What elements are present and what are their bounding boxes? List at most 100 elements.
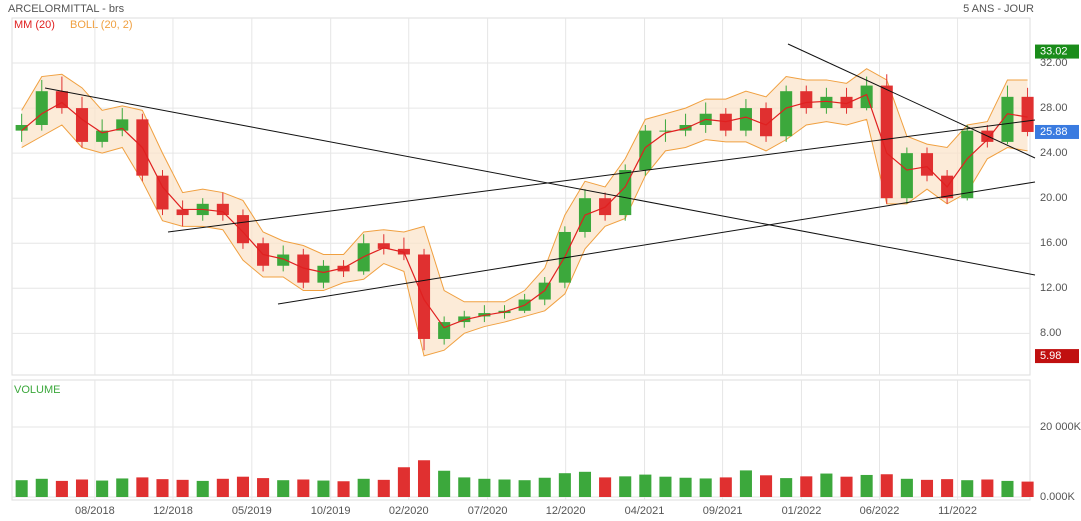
- volume-bar: [820, 473, 833, 497]
- candle-body: [920, 153, 934, 176]
- moving-average: [21, 93, 1028, 329]
- price-marker: [1035, 44, 1079, 59]
- x-tick-label: 12/2018: [153, 505, 193, 517]
- candle-body: [1021, 96, 1034, 132]
- volume-bar: [417, 460, 431, 497]
- trend-line: [44, 87, 1036, 276]
- candle-body: [1001, 96, 1014, 142]
- candle-body: [317, 265, 330, 283]
- x-tick-label: 07/2020: [468, 505, 508, 517]
- volume-bar: [800, 476, 813, 497]
- candle-body: [780, 91, 793, 137]
- candle-body: [619, 170, 632, 216]
- volume-label: VOLUME: [14, 384, 60, 396]
- volume-bar: [961, 480, 974, 497]
- volume-bar: [639, 474, 652, 497]
- bollinger-line: [21, 118, 1028, 357]
- volume-bar: [941, 479, 954, 497]
- x-tick-label: 08/2018: [75, 505, 115, 517]
- volume-bar: [498, 479, 511, 497]
- price-frame: [11, 17, 1031, 376]
- volume-bar: [981, 479, 994, 497]
- x-tick-label: 06/2022: [860, 505, 900, 517]
- candle-body: [116, 119, 129, 131]
- x-tick-label: 11/2022: [938, 505, 977, 517]
- volume-bar: [880, 474, 893, 497]
- volume-bar: [35, 478, 48, 497]
- volume-bar: [619, 476, 632, 497]
- volume-bar: [357, 478, 370, 497]
- volume-bar: [116, 478, 129, 497]
- candle-body: [176, 209, 189, 216]
- volume-bar: [538, 477, 551, 497]
- volume-bar: [317, 480, 330, 497]
- x-tick-label: 01/2022: [782, 505, 822, 517]
- price-marker-label: 33.02: [1040, 45, 1068, 57]
- volume-bar: [659, 476, 672, 497]
- trend-line: [167, 119, 1036, 233]
- volume-bar: [55, 480, 68, 497]
- period-label: 5 ANS - JOUR: [963, 3, 1034, 15]
- volume-bar: [377, 479, 390, 497]
- candle-body: [659, 130, 672, 132]
- candle-body: [35, 91, 48, 125]
- indicator-label: BOLL (20, 2): [70, 19, 133, 31]
- candle-body: [800, 91, 813, 109]
- candle-body: [236, 215, 249, 244]
- trend-lines: [44, 43, 1036, 305]
- volume-bar: [458, 477, 471, 497]
- price-marker: [1035, 349, 1079, 364]
- price-marker: [1035, 124, 1079, 139]
- price-marker-label: 25.88: [1040, 126, 1068, 138]
- candle-body: [216, 203, 229, 216]
- candle-body: [760, 108, 773, 137]
- candle-body: [639, 130, 652, 171]
- indicator-label: MM (20): [14, 19, 55, 31]
- volume-bar: [156, 479, 169, 497]
- candle-body: [277, 254, 290, 266]
- bollinger-band: [21, 68, 1028, 356]
- volume-bar: [136, 477, 149, 497]
- volume-bar: [920, 479, 934, 497]
- volume-bar: [438, 470, 451, 497]
- y-tick-label: 16.00: [1040, 237, 1068, 249]
- candle-body: [377, 243, 390, 249]
- volume-bar: [478, 478, 491, 497]
- volume-bar: [15, 480, 28, 497]
- volume-bar: [679, 477, 692, 497]
- volume-bar: [739, 470, 752, 497]
- volume-bar: [277, 480, 290, 497]
- y-tick-label: 20 000K: [1040, 421, 1081, 433]
- x-tick-label: 12/2020: [546, 505, 586, 517]
- candle-body: [739, 108, 752, 131]
- candle-body: [880, 85, 893, 199]
- volume-bar: [297, 479, 310, 497]
- volume-bar: [900, 478, 913, 497]
- x-tick-label: 04/2021: [625, 505, 665, 517]
- volume-bar: [518, 480, 531, 497]
- x-tick-label: 10/2019: [311, 505, 351, 517]
- volume-bar: [699, 478, 712, 497]
- y-tick-label: 0.000K: [1040, 491, 1076, 503]
- candle-body: [961, 130, 974, 199]
- volume-bar: [1001, 480, 1014, 497]
- y-tick-label: 24.00: [1040, 147, 1068, 159]
- volume-bar: [760, 475, 773, 497]
- trend-line: [787, 43, 1036, 159]
- volume-bar: [599, 477, 612, 497]
- volume-bar: [236, 476, 249, 497]
- volume-frame: [11, 379, 1031, 501]
- y-tick-label: 12.00: [1040, 282, 1068, 294]
- chart-title: ARCELORMITTAL - brs: [8, 3, 125, 15]
- volume-bar: [1021, 481, 1034, 497]
- price-marker-label: 5.98: [1040, 350, 1061, 362]
- volume-bar: [96, 480, 109, 497]
- trend-line: [277, 181, 1036, 305]
- x-tick-label: 05/2019: [232, 505, 272, 517]
- volume-bar: [558, 473, 571, 497]
- candle-body: [156, 175, 169, 210]
- y-tick-label: 32.00: [1040, 57, 1068, 69]
- candle-body: [438, 322, 451, 339]
